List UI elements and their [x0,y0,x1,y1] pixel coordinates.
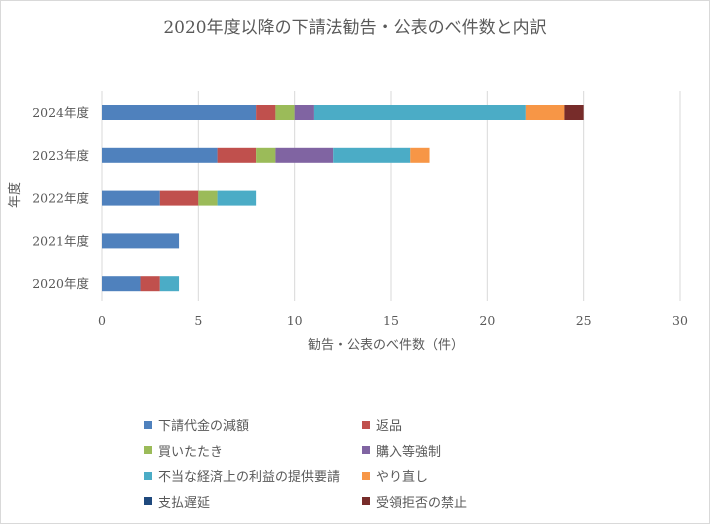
y-tick-label: 2023年度 [32,148,89,163]
bar-segment [275,147,334,163]
bar-segment [410,147,430,163]
x-tick-label: 25 [576,313,592,328]
x-tick-label: 20 [479,313,495,328]
x-tick-labels: 0 5 10 15 20 25 30 [98,313,688,328]
y-tick-labels: 2024年度 2023年度 2022年度 2021年度 2020年度 [32,105,89,291]
bar-segment [275,105,295,120]
chart-title: 2020年度以降の下請法勧告・公表のべ件数と内訳 [163,18,547,38]
bar-segment [525,105,565,120]
y-tick-label: 2021年度 [32,233,89,248]
bar-segment [102,233,180,249]
x-tick-label: 15 [383,313,399,328]
bars [102,105,584,292]
bar-segment [564,105,584,120]
bar-segment [159,190,199,206]
bar-segment [333,147,411,163]
x-tick-label: 5 [194,313,202,328]
bar-segment [256,105,276,120]
y-tick-label: 2024年度 [32,105,89,120]
bar-segment [102,276,141,292]
bar-segment [102,105,257,120]
bar-segment [102,190,160,206]
bar-segment [140,276,160,292]
bar-segment [294,105,314,120]
bar-segment [159,276,180,292]
x-axis-label: 勧告・公表のべ件数（件） [308,337,464,353]
y-tick-label: 2022年度 [32,191,89,206]
y-tick-label: 2020年度 [32,276,89,291]
bar-segment [217,147,257,163]
bar-segment [256,147,276,163]
bar-segment [217,190,257,206]
x-tick-label: 0 [98,313,106,328]
bar-segment [102,147,218,163]
y-axis-label: 年度 [7,182,23,208]
bar-segment [313,105,526,120]
x-tick-label: 30 [672,313,688,328]
bar-segment [198,190,218,206]
x-tick-label: 10 [287,313,303,328]
